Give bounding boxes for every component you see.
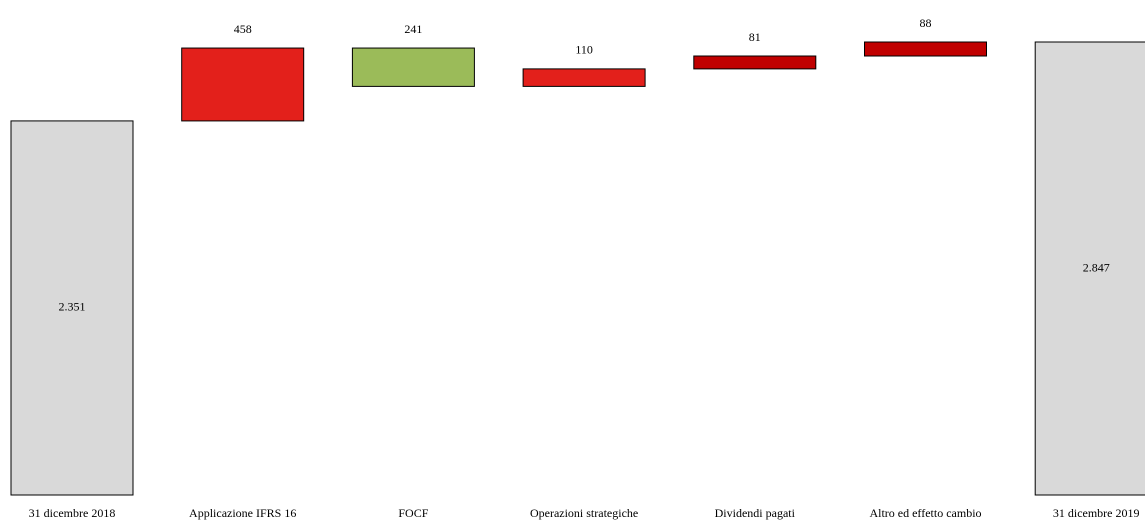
- x-tick-label: Operazioni strategiche: [530, 506, 638, 520]
- value-label: 241: [404, 22, 422, 36]
- bar: [351, 47, 475, 87]
- x-tick-label: Dividendi pagati: [715, 506, 796, 520]
- value-label: 2.351: [59, 300, 86, 314]
- bar: [864, 41, 987, 57]
- x-tick-label: Applicazione IFRS 16: [189, 506, 296, 520]
- bar: [1034, 41, 1145, 496]
- value-label: 110: [575, 43, 593, 57]
- x-tick-label: 31 dicembre 2018: [29, 506, 116, 520]
- value-label: 2.847: [1083, 260, 1110, 274]
- value-label: 81: [749, 30, 761, 44]
- x-tick-label: 31 dicembre 2019: [1053, 506, 1140, 520]
- x-tick-label: FOCF: [398, 506, 428, 520]
- value-label: 88: [920, 16, 932, 30]
- value-label: 458: [234, 22, 252, 36]
- bar: [181, 47, 305, 122]
- bar: [693, 55, 817, 70]
- bar: [10, 120, 134, 496]
- x-tick-label: Altro ed effetto cambio: [869, 506, 981, 520]
- bar: [522, 68, 646, 87]
